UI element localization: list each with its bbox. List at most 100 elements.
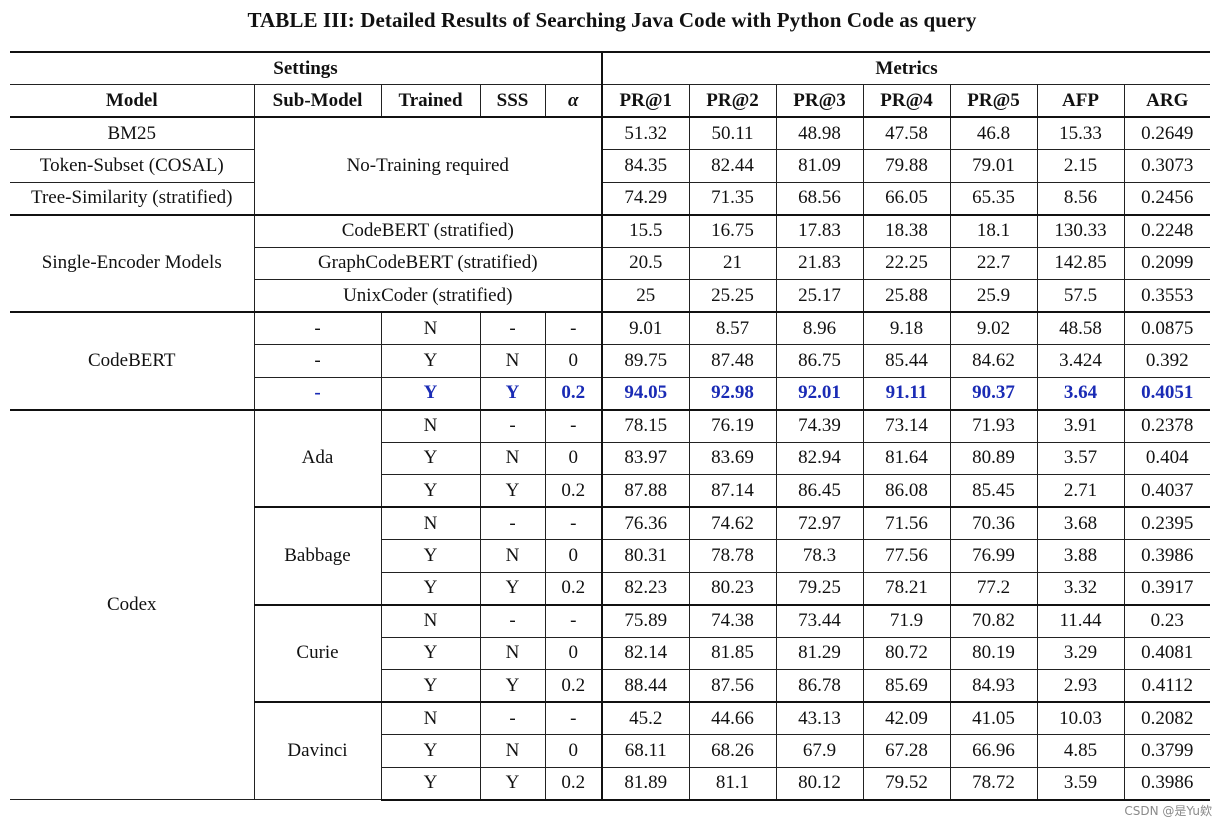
metric-cell: 15.5 [601,213,690,248]
metric-cell: 22.25 [862,246,951,280]
metric-cell: 0.2082 [1123,701,1211,735]
metric-cell: 87.48 [688,344,777,378]
metric-cell: 3.88 [1036,539,1125,573]
alpha-cell: 0 [544,539,604,573]
table-row: BM25 No-Training required 51.32 50.11 48.98 4… [10,116,1211,215]
metric-cell: 80.72 [862,636,951,670]
metric-cell: 80.12 [775,766,864,801]
metric-cell: 57.5 [1036,279,1125,313]
alpha-cell: - [544,701,604,735]
metric-cell: 0.3553 [1123,279,1211,313]
metric-cell: 2.71 [1036,474,1125,508]
sss-cell: - [479,701,546,735]
sub-model-cell: Babbage [253,506,382,605]
column-header: Sub-Model [253,84,382,118]
metric-cell: 73.14 [862,408,951,443]
metric-cell: 22.7 [949,246,1038,280]
alpha-cell: 0.2 [544,571,604,605]
metric-cell: 41.05 [949,701,1038,735]
trained-cell: Y [380,636,481,670]
column-header: PR@5 [949,84,1038,118]
sub-model-cell: CodeBERT (stratified) [253,213,604,248]
metric-cell: 0.4037 [1123,474,1211,508]
model-cell: Token-Subset (COSAL) [10,149,255,183]
column-header: SSS [479,84,546,118]
metric-cell: 77.56 [862,539,951,573]
metric-cell: 83.97 [601,441,690,475]
sss-cell: - [479,408,546,443]
metric-cell: 85.45 [949,474,1038,508]
metric-cell: 81.89 [601,766,690,801]
metric-cell: 0.4051 [1123,376,1211,410]
metric-cell: 88.44 [601,669,690,703]
table-row: Codex Ada N - -78.15 76.19 74.39 73.14 71.93 3.91… [10,408,1211,800]
metric-cell: 86.08 [862,474,951,508]
alpha-cell: 0 [544,441,604,475]
column-header: Model [10,84,255,118]
metric-cell: 73.44 [775,603,864,638]
metric-cell: 15.33 [1036,116,1125,150]
metric-cell: 78.72 [949,766,1038,801]
metric-cell: 50.11 [688,116,777,150]
model-cell: BM25 [10,116,255,150]
metric-cell: 0.2456 [1123,181,1211,215]
metric-cell: 0.2378 [1123,408,1211,443]
metric-cell: 0.2248 [1123,213,1211,248]
metric-cell: 78.3 [775,539,864,573]
metric-cell: 45.2 [601,701,690,735]
metric-cell: 3.59 [1036,766,1125,801]
trained-cell: N [380,506,481,540]
metric-cell: 87.56 [688,669,777,703]
metric-cell: 84.93 [949,669,1038,703]
metric-cell: 66.96 [949,734,1038,768]
alpha-cell: 0.2 [544,474,604,508]
sub-model-cell: - [253,311,382,345]
table-row: Settings Metrics [10,51,1211,85]
metric-cell: 87.88 [601,474,690,508]
metric-cell: 11.44 [1036,603,1125,638]
table-row: Tree-Similarity (stratified) 74.29 71.35 68… [10,181,1211,215]
alpha-cell: - [544,603,604,638]
results-table: Settings Metrics Model Sub-Model Trained SSS α… [10,51,1211,801]
metric-cell: 75.89 [601,603,690,638]
metric-cell: 25.9 [949,279,1038,313]
metric-cell: 0.2395 [1123,506,1211,540]
metric-cell: 92.01 [775,376,864,410]
sub-model-cell: Davinci [253,701,382,800]
metric-cell: 85.69 [862,669,951,703]
trained-cell: Y [380,539,481,573]
metric-cell: 0.3799 [1123,734,1211,768]
column-header: PR@1 [601,84,690,118]
sub-model-cell: - [253,376,382,410]
metric-cell: 0.3986 [1123,766,1211,801]
trained-cell: Y [380,441,481,475]
alpha-cell: 0 [544,344,604,378]
metric-cell: 72.97 [775,506,864,540]
alpha-cell: 0.2 [544,669,604,703]
column-header: PR@4 [862,84,951,118]
metric-cell: 0.404 [1123,441,1211,475]
metric-cell: 76.19 [688,408,777,443]
metric-cell: 80.19 [949,636,1038,670]
metric-cell: 142.85 [1036,246,1125,280]
metric-cell: 71.56 [862,506,951,540]
alpha-cell: 0.2 [544,766,604,801]
metric-cell: 82.44 [688,149,777,183]
metric-cell: 78.15 [601,408,690,443]
metric-cell: 84.35 [601,149,690,183]
metric-cell: 71.93 [949,408,1038,443]
metric-cell: 87.14 [688,474,777,508]
metric-cell: 79.25 [775,571,864,605]
model-cell: Tree-Similarity (stratified) [10,181,255,215]
metric-cell: 25.17 [775,279,864,313]
metric-cell: 68.11 [601,734,690,768]
metric-cell: 8.96 [775,311,864,345]
trained-cell: N [380,311,481,345]
column-header: PR@2 [688,84,777,118]
table-row: - Y N 0 89.75 87.48 86.75 85.44 84.62 3.424 0.392 [10,344,1211,378]
metric-cell: 2.15 [1036,149,1125,183]
table-row: GraphCodeBERT (stratified) 20.5 21 21.83 22.… [10,246,1211,280]
metric-cell: 20.5 [601,246,690,280]
trained-cell: Y [380,669,481,703]
trained-cell: Y [380,344,481,378]
